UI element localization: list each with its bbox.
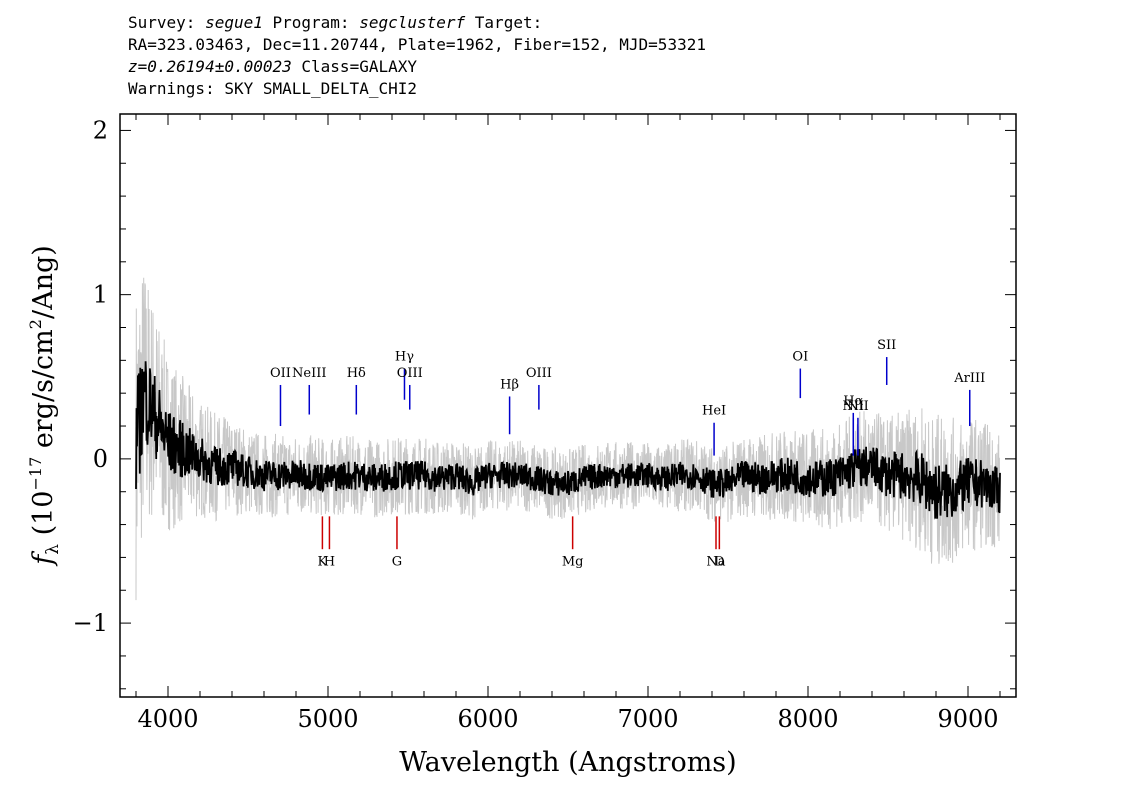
- emission-line-label: OI: [792, 350, 808, 365]
- flux-series: [135, 361, 1001, 519]
- spectral-line-markers: OII NeIII HδHγOIIIHβOIIIHeIOINIIHαNIISIIAr…: [270, 338, 985, 570]
- x-tick-label: 5000: [297, 705, 358, 733]
- absorption-line-label: Na: [706, 555, 725, 570]
- header-line-warnings: Warnings: SKY SMALL_DELTA_CHI2: [128, 79, 417, 98]
- emission-line-label: SII: [877, 338, 896, 353]
- x-tick-label: 6000: [457, 705, 518, 733]
- emission-line-label: OIII: [526, 366, 552, 381]
- program-name: segclusterf: [359, 13, 466, 32]
- absorption-line-label: H: [324, 555, 335, 570]
- header-line-coordinates: RA=323.03463, Dec=11.20744, Plate=1962, …: [128, 35, 706, 54]
- flux-curve: [135, 361, 1001, 519]
- emission-line-label: Hδ: [347, 366, 366, 381]
- absorption-line-label: Mg: [562, 555, 584, 570]
- x-axis-title: Wavelength (Angstroms): [399, 747, 736, 778]
- emission-line-label: Hα: [843, 394, 863, 409]
- emission-line-label: Hγ: [395, 350, 414, 365]
- x-tick-label: 9000: [937, 705, 998, 733]
- y-tick-label: 2: [93, 116, 108, 144]
- emission-line-label: Hβ: [500, 377, 519, 392]
- emission-line-label: ArIII: [953, 371, 985, 386]
- error-curve: [135, 277, 1001, 601]
- x-tick-label: 4000: [137, 705, 198, 733]
- emission-line-label: NeIII: [292, 366, 326, 381]
- survey-name: segue1: [205, 13, 263, 32]
- class-value: Class=GALAXY: [291, 57, 417, 76]
- y-tick-label: 1: [93, 281, 108, 309]
- header-line-redshift: z=0.26194±0.00023 Class=GALAXY: [128, 56, 706, 78]
- plot-frame: [119, 113, 1017, 698]
- absorption-line-label: K: [318, 555, 328, 570]
- x-tick-label: 7000: [617, 705, 678, 733]
- axis-tick-labels: 4000 5000 6000 7000 8000 9000 −1 0 1 2: [73, 116, 999, 733]
- emission-line-label: NII: [847, 399, 869, 414]
- error-series: [135, 277, 1001, 601]
- absorption-line-label: D: [714, 555, 724, 570]
- absorption-line-label: G: [392, 555, 402, 570]
- emission-line-label: OIII: [397, 366, 423, 381]
- emission-line-label: HeI: [702, 404, 726, 419]
- y-tick-label: −1: [73, 609, 108, 637]
- y-axis-title: fλ (10−17 erg/s/cm2/Ang): [26, 245, 63, 567]
- emission-line-label: OII: [270, 366, 291, 381]
- spectrum-header: Survey: segue1 Program: segclusterf Targ…: [128, 12, 706, 100]
- emission-line-label: NII: [842, 399, 864, 414]
- x-tick-label: 8000: [777, 705, 838, 733]
- y-tick-label: 0: [93, 445, 108, 473]
- header-line-survey: Survey: segue1 Program: segclusterf Targ…: [128, 13, 543, 32]
- axis-ticks: [120, 114, 1016, 697]
- redshift-value: z=0.26194±0.00023: [128, 57, 292, 76]
